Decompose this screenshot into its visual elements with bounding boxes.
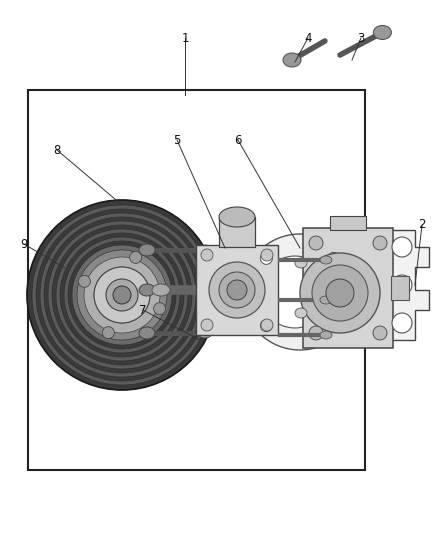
Ellipse shape bbox=[283, 53, 301, 67]
Ellipse shape bbox=[320, 256, 332, 264]
Ellipse shape bbox=[392, 237, 412, 257]
Ellipse shape bbox=[261, 249, 273, 261]
Ellipse shape bbox=[198, 285, 212, 295]
Ellipse shape bbox=[328, 252, 339, 264]
Ellipse shape bbox=[139, 284, 155, 296]
Ellipse shape bbox=[68, 241, 176, 349]
Text: 7: 7 bbox=[139, 303, 147, 317]
Ellipse shape bbox=[77, 250, 167, 340]
Text: 2: 2 bbox=[418, 219, 426, 231]
Ellipse shape bbox=[94, 267, 150, 323]
Bar bbox=[219, 217, 255, 247]
Ellipse shape bbox=[219, 207, 255, 227]
Ellipse shape bbox=[260, 252, 272, 264]
Ellipse shape bbox=[152, 284, 170, 296]
Ellipse shape bbox=[295, 258, 307, 268]
Bar bbox=[196, 245, 278, 335]
Ellipse shape bbox=[113, 286, 131, 304]
Ellipse shape bbox=[326, 279, 354, 307]
Text: 4: 4 bbox=[304, 31, 312, 44]
Text: 5: 5 bbox=[173, 133, 181, 147]
Ellipse shape bbox=[64, 237, 180, 353]
Ellipse shape bbox=[48, 221, 196, 369]
Ellipse shape bbox=[300, 253, 380, 333]
Text: 9: 9 bbox=[20, 238, 28, 251]
Ellipse shape bbox=[260, 320, 272, 332]
Ellipse shape bbox=[392, 313, 412, 333]
Ellipse shape bbox=[27, 200, 217, 390]
Ellipse shape bbox=[219, 272, 255, 308]
Ellipse shape bbox=[373, 26, 392, 39]
Ellipse shape bbox=[139, 327, 155, 339]
Ellipse shape bbox=[373, 326, 387, 340]
Ellipse shape bbox=[259, 256, 331, 328]
Ellipse shape bbox=[94, 267, 150, 323]
Ellipse shape bbox=[392, 275, 412, 295]
Ellipse shape bbox=[40, 213, 204, 377]
Ellipse shape bbox=[209, 262, 265, 318]
Ellipse shape bbox=[154, 303, 166, 314]
Ellipse shape bbox=[130, 252, 141, 263]
Ellipse shape bbox=[328, 320, 339, 332]
Ellipse shape bbox=[309, 236, 323, 250]
Ellipse shape bbox=[102, 327, 114, 338]
Text: 1: 1 bbox=[181, 31, 189, 44]
Ellipse shape bbox=[320, 296, 332, 304]
Text: 3: 3 bbox=[357, 31, 365, 44]
Bar bbox=[391, 276, 409, 300]
Ellipse shape bbox=[60, 233, 184, 357]
Ellipse shape bbox=[320, 331, 332, 339]
Ellipse shape bbox=[373, 236, 387, 250]
Ellipse shape bbox=[52, 225, 192, 365]
Ellipse shape bbox=[201, 319, 213, 331]
Ellipse shape bbox=[242, 234, 358, 350]
Bar bbox=[28, 90, 365, 470]
Text: 8: 8 bbox=[53, 143, 61, 157]
Ellipse shape bbox=[198, 328, 212, 338]
Text: 6: 6 bbox=[234, 133, 242, 147]
Ellipse shape bbox=[106, 279, 138, 311]
Polygon shape bbox=[389, 230, 429, 340]
Bar bbox=[303, 228, 393, 348]
Ellipse shape bbox=[198, 245, 212, 255]
Bar bbox=[330, 216, 366, 230]
Ellipse shape bbox=[201, 249, 213, 261]
Ellipse shape bbox=[84, 257, 160, 333]
Ellipse shape bbox=[312, 265, 368, 321]
Ellipse shape bbox=[227, 280, 247, 300]
Ellipse shape bbox=[309, 326, 323, 340]
Ellipse shape bbox=[44, 217, 200, 373]
Ellipse shape bbox=[78, 276, 90, 287]
Ellipse shape bbox=[261, 319, 273, 331]
Ellipse shape bbox=[139, 244, 155, 256]
Ellipse shape bbox=[36, 209, 208, 381]
Ellipse shape bbox=[295, 308, 307, 318]
Ellipse shape bbox=[72, 245, 172, 345]
Ellipse shape bbox=[32, 205, 212, 385]
Ellipse shape bbox=[56, 229, 188, 361]
